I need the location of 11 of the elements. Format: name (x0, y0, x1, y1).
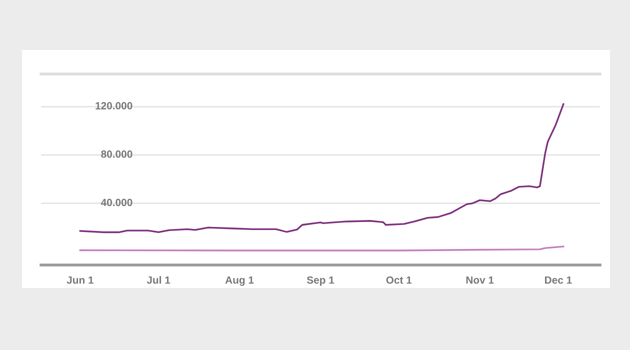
x-tick-label: Sep 1 (306, 276, 334, 286)
x-tick-label: Aug 1 (225, 276, 254, 286)
x-tick-label: Dec 1 (545, 276, 572, 284)
x-tick-label: Oct 1 (386, 276, 412, 284)
y-tick-label: 120.000 (96, 102, 132, 110)
y-tick-label: 40.000 (100, 198, 132, 206)
x-tick-label: Nov 1 (466, 276, 494, 284)
x-tick-label: Jun 1 (66, 276, 94, 284)
line-series (79, 103, 564, 234)
y-tick-label: 80.000 (101, 150, 132, 158)
x-tick-label: Jul 1 (146, 276, 170, 284)
